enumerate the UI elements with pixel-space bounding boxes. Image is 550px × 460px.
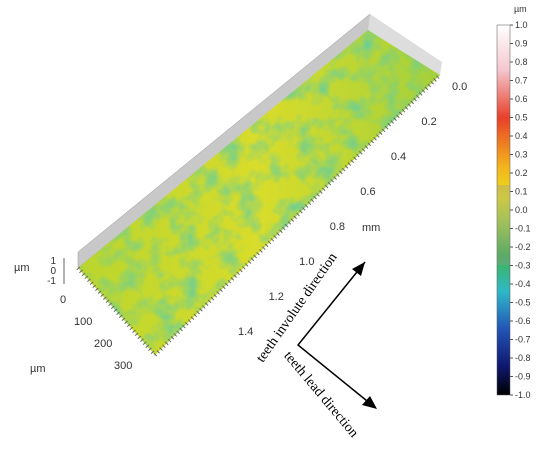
arrow-head bbox=[362, 396, 377, 409]
length-tick-label: 0.0 bbox=[452, 81, 467, 93]
arrow-head bbox=[352, 262, 365, 276]
width-tick-label: 200 bbox=[94, 338, 112, 350]
height-unit: µm bbox=[14, 262, 30, 274]
length-tick-label: 1.4 bbox=[238, 326, 253, 338]
length-tick-label: 0.8 bbox=[330, 221, 345, 233]
colorbar-label: 0.6 bbox=[515, 94, 528, 104]
colorbar-label: -0.4 bbox=[515, 279, 531, 289]
colorbar-label: 0.5 bbox=[515, 113, 528, 123]
colorbar-label: -1.0 bbox=[515, 390, 531, 400]
colorbar-label: 0.3 bbox=[515, 150, 528, 160]
colorbar-label: -0.6 bbox=[515, 316, 531, 326]
width-tick-label: 0 bbox=[60, 294, 66, 306]
height-tick-label: -1 bbox=[47, 276, 56, 287]
width-tick-label: 300 bbox=[114, 360, 132, 372]
colorbar-label: 0.4 bbox=[515, 131, 528, 141]
colorbar-unit: µm bbox=[514, 4, 527, 14]
colorbar-label: -0.5 bbox=[515, 298, 531, 308]
direction-arrows bbox=[296, 261, 373, 406]
side-wall bbox=[368, 14, 442, 75]
colorbar-label: 0.7 bbox=[515, 76, 528, 86]
width-unit: µm bbox=[30, 363, 46, 375]
length-unit: mm bbox=[362, 222, 380, 234]
length-tick-label: 0.6 bbox=[360, 186, 375, 198]
length-tick-label: 0.2 bbox=[421, 116, 436, 128]
colorbar-band bbox=[497, 185, 510, 265]
width-axis bbox=[76, 266, 157, 357]
length-axis bbox=[153, 73, 442, 357]
width-tick-label: 100 bbox=[74, 316, 92, 328]
length-tick-label: 1.0 bbox=[299, 256, 314, 268]
colorbar-label: 0.1 bbox=[515, 187, 528, 197]
height-tick-label: 0 bbox=[50, 266, 56, 277]
colorbar-label: -0.7 bbox=[515, 335, 531, 345]
colorbar-label: -0.3 bbox=[515, 261, 531, 271]
colorbar-label: 0.8 bbox=[515, 57, 528, 67]
colorbar-label: 1.0 bbox=[515, 20, 528, 30]
colorbar-label: 0.9 bbox=[515, 39, 528, 49]
height-tick-label: 1 bbox=[50, 256, 56, 267]
colorbar-label: -0.2 bbox=[515, 242, 531, 252]
colorbar-label: -0.1 bbox=[515, 224, 531, 234]
length-tick-label: 1.2 bbox=[269, 291, 284, 303]
colorbar-label: -0.8 bbox=[515, 353, 531, 363]
colorbar-label: -0.9 bbox=[515, 372, 531, 382]
colorbar-label: 0.2 bbox=[515, 168, 528, 178]
length-tick-label: 0.4 bbox=[391, 151, 406, 163]
surface-texture bbox=[78, 30, 440, 355]
colorbar-label: 0.0 bbox=[515, 205, 528, 215]
